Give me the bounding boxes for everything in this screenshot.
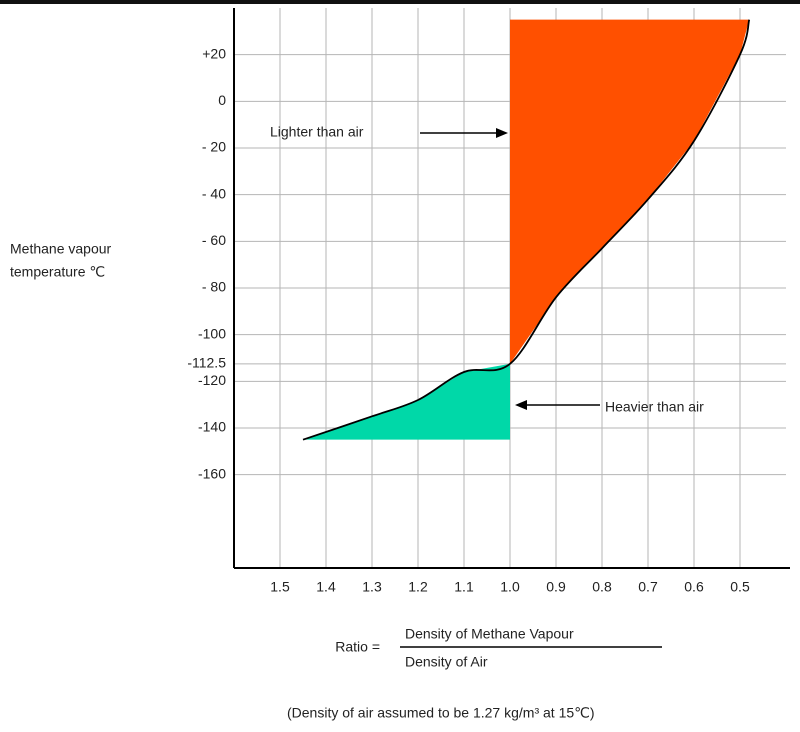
area-lighter xyxy=(510,19,750,364)
x-tick-label: 1.0 xyxy=(500,579,520,595)
x-tick-label: 0.6 xyxy=(684,579,704,595)
x-tick-label: 1.2 xyxy=(408,579,428,595)
formula-numerator: Density of Methane Vapour xyxy=(405,626,574,642)
footnote: (Density of air assumed to be 1.27 kg/m³… xyxy=(287,705,595,721)
x-tick-label: 0.9 xyxy=(546,579,566,595)
x-tick-label: 1.1 xyxy=(454,579,474,595)
y-tick-label: - 40 xyxy=(202,185,226,201)
y-tick-label: -120 xyxy=(198,372,226,388)
x-tick-label: 1.5 xyxy=(270,579,290,595)
curve xyxy=(302,19,751,441)
x-tick-label: 0.5 xyxy=(730,579,750,595)
y-tick-label: +20 xyxy=(202,45,226,61)
x-tick-label: 0.7 xyxy=(638,579,658,595)
y-tick-label: - 60 xyxy=(202,232,226,248)
plot-area xyxy=(233,8,790,569)
y-axis-label: temperature ℃ xyxy=(10,264,105,280)
annotation: Lighter than air xyxy=(270,124,364,140)
y-axis-label: Methane vapour xyxy=(10,241,112,257)
y-tick-label: -112.5 xyxy=(187,355,226,371)
x-tick-label: 0.8 xyxy=(592,579,612,595)
formula-lhs: Ratio = xyxy=(335,639,380,655)
arrowhead xyxy=(515,400,527,410)
formula-denominator: Density of Air xyxy=(405,654,488,670)
annotation: Heavier than air xyxy=(605,399,704,415)
top-border xyxy=(0,0,800,4)
area-heavier xyxy=(303,363,510,440)
x-tick-label: 1.3 xyxy=(362,579,382,595)
y-tick-label: -140 xyxy=(198,419,226,435)
y-tick-label: -100 xyxy=(198,325,226,341)
y-tick-label: 0 xyxy=(218,92,226,108)
y-tick-label: - 80 xyxy=(202,279,226,295)
arrowhead xyxy=(496,128,508,138)
x-tick-label: 1.4 xyxy=(316,579,336,595)
y-tick-label: - 20 xyxy=(202,139,226,155)
y-tick-label: -160 xyxy=(198,465,226,481)
